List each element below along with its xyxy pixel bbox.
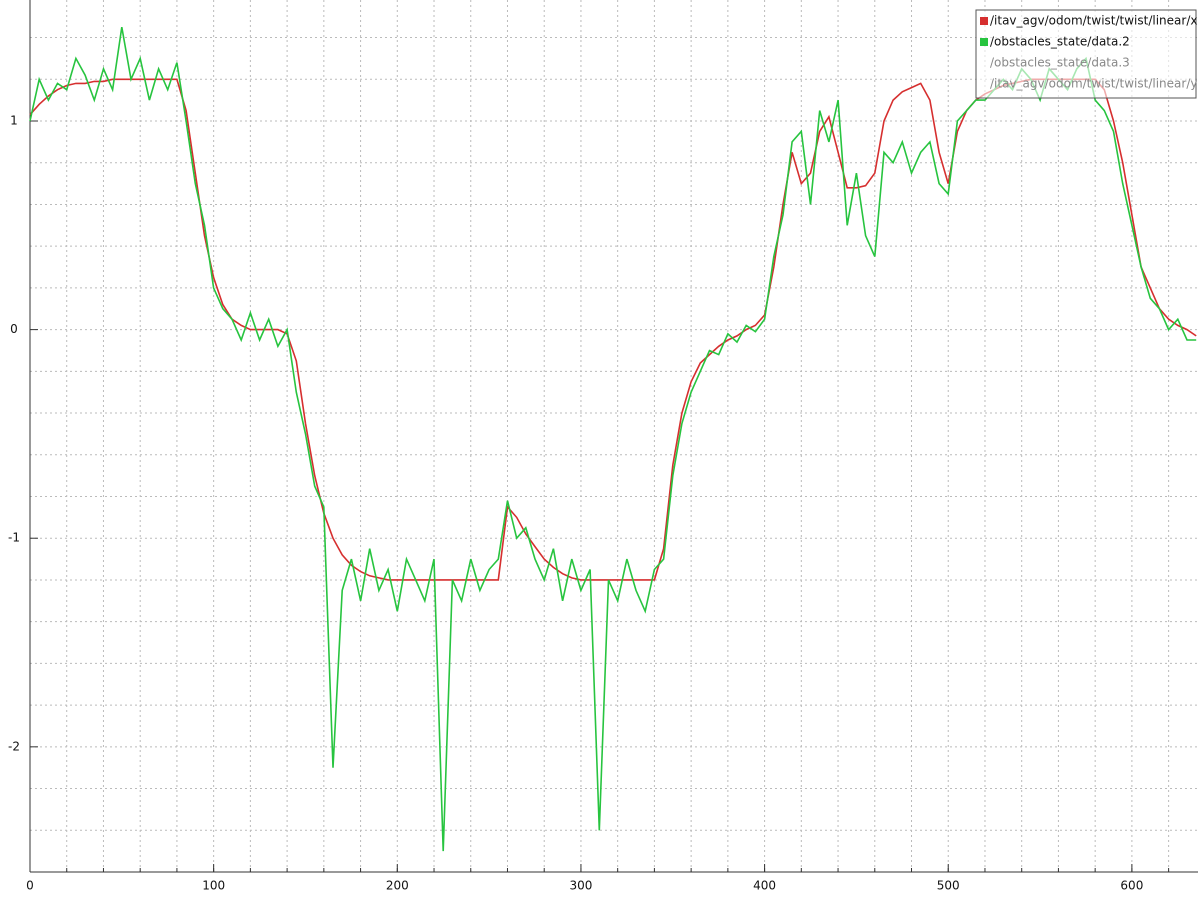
x-tick-label: 500 (937, 879, 960, 893)
legend-swatch (980, 17, 988, 25)
y-tick-label: 1 (10, 113, 18, 127)
x-tick-label: 200 (386, 879, 409, 893)
legend-label: /itav_agv/odom/twist/twist/linear/y (990, 77, 1197, 91)
x-tick-label: 100 (202, 879, 225, 893)
x-tick-label: 400 (753, 879, 776, 893)
x-tick-label: 600 (1120, 879, 1143, 893)
legend-label: /itav_agv/odom/twist/twist/linear/x (990, 14, 1197, 28)
legend-swatch (980, 38, 988, 46)
legend-box (975, 9, 1197, 99)
x-tick-label: 0 (26, 879, 34, 893)
y-tick-label: -2 (8, 739, 20, 753)
y-tick-label: -1 (8, 531, 20, 545)
x-tick-label: 300 (569, 879, 592, 893)
legend-label: /obstacles_state/data.3 (990, 56, 1130, 70)
legend-label: /obstacles_state/data.2 (990, 35, 1130, 49)
y-tick-label: 0 (10, 322, 18, 336)
